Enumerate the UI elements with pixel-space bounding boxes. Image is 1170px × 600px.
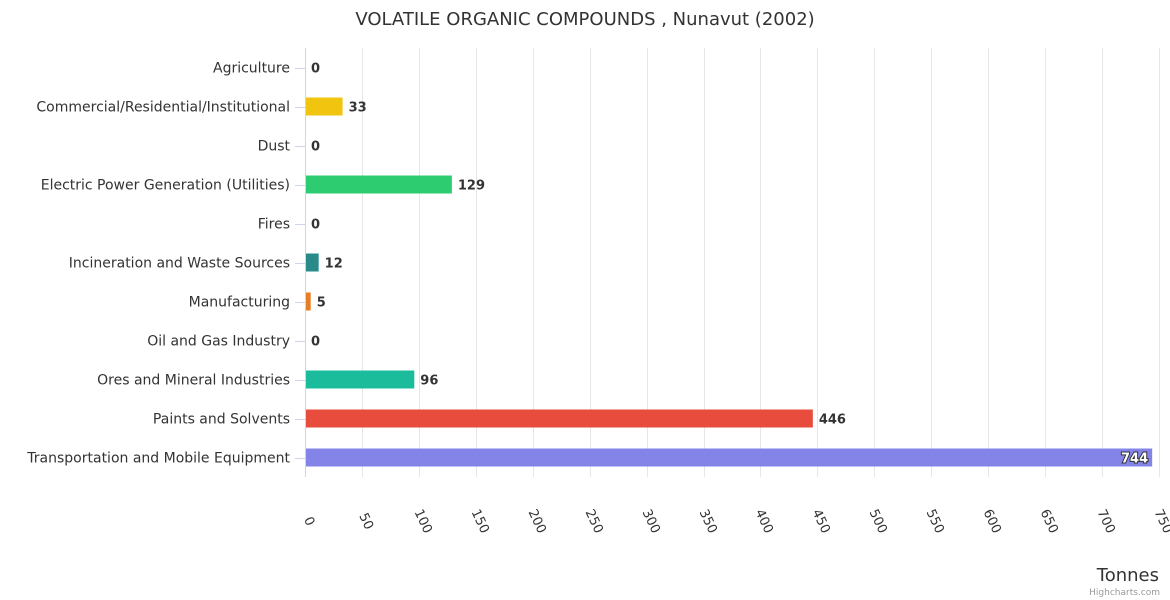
data-label: 5 [317,296,326,311]
category-label: Ores and Mineral Industries [97,373,290,389]
data-label: 744 [1121,452,1148,467]
category-label: Dust [258,139,291,155]
category-label: Fires [258,217,290,233]
data-label: 0 [311,140,320,155]
data-label: 96 [420,374,438,389]
x-tick-label: 100 [411,507,435,536]
data-label: 446 [819,413,846,428]
x-tick-label: 250 [582,507,606,536]
bar[interactable] [305,292,311,311]
category-label: Manufacturing [189,295,290,311]
x-tick-label: 650 [1037,507,1061,536]
category-label: Electric Power Generation (Utilities) [41,178,290,194]
bar[interactable] [305,253,319,272]
data-label: 33 [349,101,367,116]
x-tick-label: 150 [468,507,492,536]
x-tick-label: 200 [525,507,549,536]
x-tick-label: 600 [980,507,1004,536]
x-tick-label: 0 [300,515,317,529]
chart-title: VOLATILE ORGANIC COMPOUNDS , Nunavut (20… [355,9,814,30]
x-tick-label: 50 [355,511,376,532]
credits-link[interactable]: Highcharts.com [1089,588,1160,598]
data-label: 0 [311,62,320,77]
bar[interactable] [305,175,452,194]
category-labels: Agriculture Commercial/Residential/Instit… [26,61,305,467]
x-tick-label: 350 [696,507,720,536]
bar[interactable] [305,409,813,428]
bar[interactable] [305,370,415,389]
data-labels: 0 33 0 129 0 12 5 0 96 446 744 [311,62,1149,468]
category-label: Paints and Solvents [153,412,290,428]
x-tick-label: 500 [866,507,890,536]
x-tick-label: 300 [639,507,663,536]
data-label: 12 [325,257,343,272]
value-axis-title: Tonnes [1096,565,1159,586]
data-label: 0 [311,218,320,233]
bar[interactable] [305,448,1153,467]
bar[interactable] [305,97,343,116]
category-label: Commercial/Residential/Institutional [36,100,290,116]
x-axis-tick-labels: 0 50 100 150 200 250 300 350 400 450 500 550 600 650 7… [300,507,1170,536]
x-tick-label: 750 [1151,507,1170,536]
data-label: 129 [458,179,485,194]
x-tick-label: 700 [1094,507,1118,536]
x-tick-label: 450 [809,507,833,536]
data-label: 0 [311,335,320,350]
category-label: Incineration and Waste Sources [69,256,290,272]
x-tick-label: 400 [752,507,776,536]
bars [305,97,1153,467]
x-tick-label: 550 [923,507,947,536]
category-label: Agriculture [213,61,290,77]
category-label: Transportation and Mobile Equipment [26,451,290,467]
category-label: Oil and Gas Industry [147,334,290,350]
grid-lines [305,48,1160,477]
